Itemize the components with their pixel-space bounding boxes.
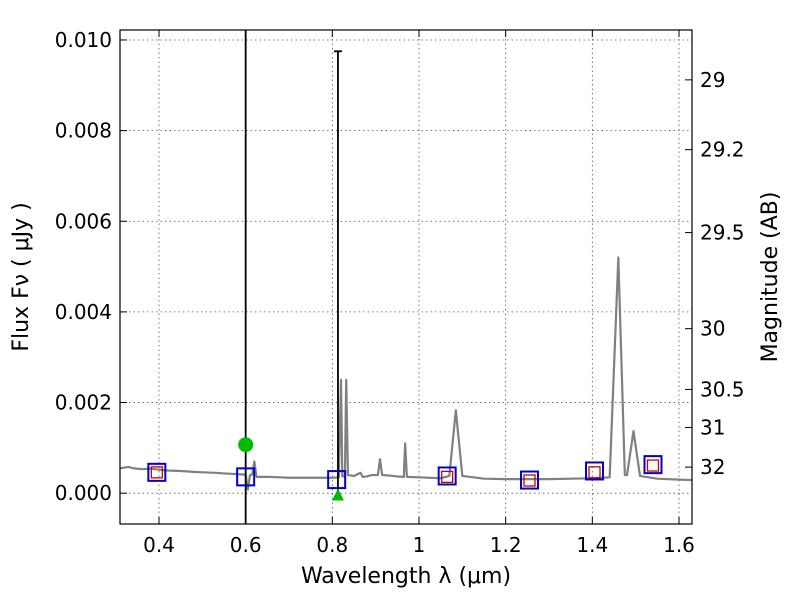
y2-tick-label: 29 — [700, 68, 725, 92]
y-tick-label: 0.004 — [55, 300, 112, 324]
x-tick-label: 0.6 — [230, 533, 262, 557]
detection-marker — [238, 437, 254, 453]
observed-photometry-marker — [441, 470, 454, 484]
model-photometry-marker — [437, 466, 457, 486]
y-tick-label: 0.006 — [55, 209, 112, 233]
x-tick-label: 0.8 — [316, 533, 348, 557]
model-photometry-marker — [520, 470, 539, 490]
upper-limit-marker — [331, 488, 344, 501]
y2-tick-label: 31 — [700, 415, 725, 439]
x-axis: 0.4 0.6 0.8 1 1.2 1.4 1.6 — [143, 30, 695, 557]
y2-tick-label: 30 — [700, 317, 725, 341]
model-photometry-marker — [643, 455, 663, 475]
observed-photometry-marker — [588, 466, 601, 479]
x-axis-label: Wavelength λ (μm) — [301, 564, 511, 589]
y2-tick-label: 29.2 — [700, 138, 745, 162]
y-axis: 0.000 0.002 0.004 0.006 0.008 0.010 — [55, 28, 127, 505]
sed-line — [120, 256, 692, 491]
plot-area — [120, 30, 692, 524]
y2-tick-label: 29.5 — [700, 221, 745, 245]
secondary-y-axis: 29 29.2 29.5 30 30.5 31 32 — [685, 68, 745, 479]
model-photometry-marker — [147, 462, 167, 482]
x-tick-label: 1.6 — [663, 533, 695, 557]
y-tick-label: 0.002 — [55, 391, 112, 415]
model-photometry-marker — [327, 470, 347, 490]
y2-tick-label: 30.5 — [700, 377, 745, 401]
observed-photometry-marker — [150, 466, 163, 479]
plot-frame — [119, 29, 693, 525]
x-tick-label: 1.2 — [490, 533, 522, 557]
observed-photometry-marker — [523, 474, 536, 487]
x-tick-label: 1 — [413, 533, 426, 557]
model-photometry-marker — [236, 467, 256, 487]
y-tick-label: 0.010 — [55, 28, 112, 52]
x-tick-label: 0.4 — [143, 533, 175, 557]
y2-tick-label: 32 — [700, 455, 725, 479]
observed-photometry-marker — [646, 459, 660, 472]
y-tick-label: 0.008 — [55, 119, 112, 143]
secondary-y-axis-label: Magnitude (AB) — [758, 192, 783, 363]
model-photometry-marker — [585, 461, 604, 481]
y-axis-label: Flux Fν ( μJy ) — [9, 202, 34, 351]
y-tick-label: 0.000 — [55, 481, 112, 505]
plot-content — [120, 30, 692, 524]
x-tick-label: 1.4 — [576, 533, 608, 557]
